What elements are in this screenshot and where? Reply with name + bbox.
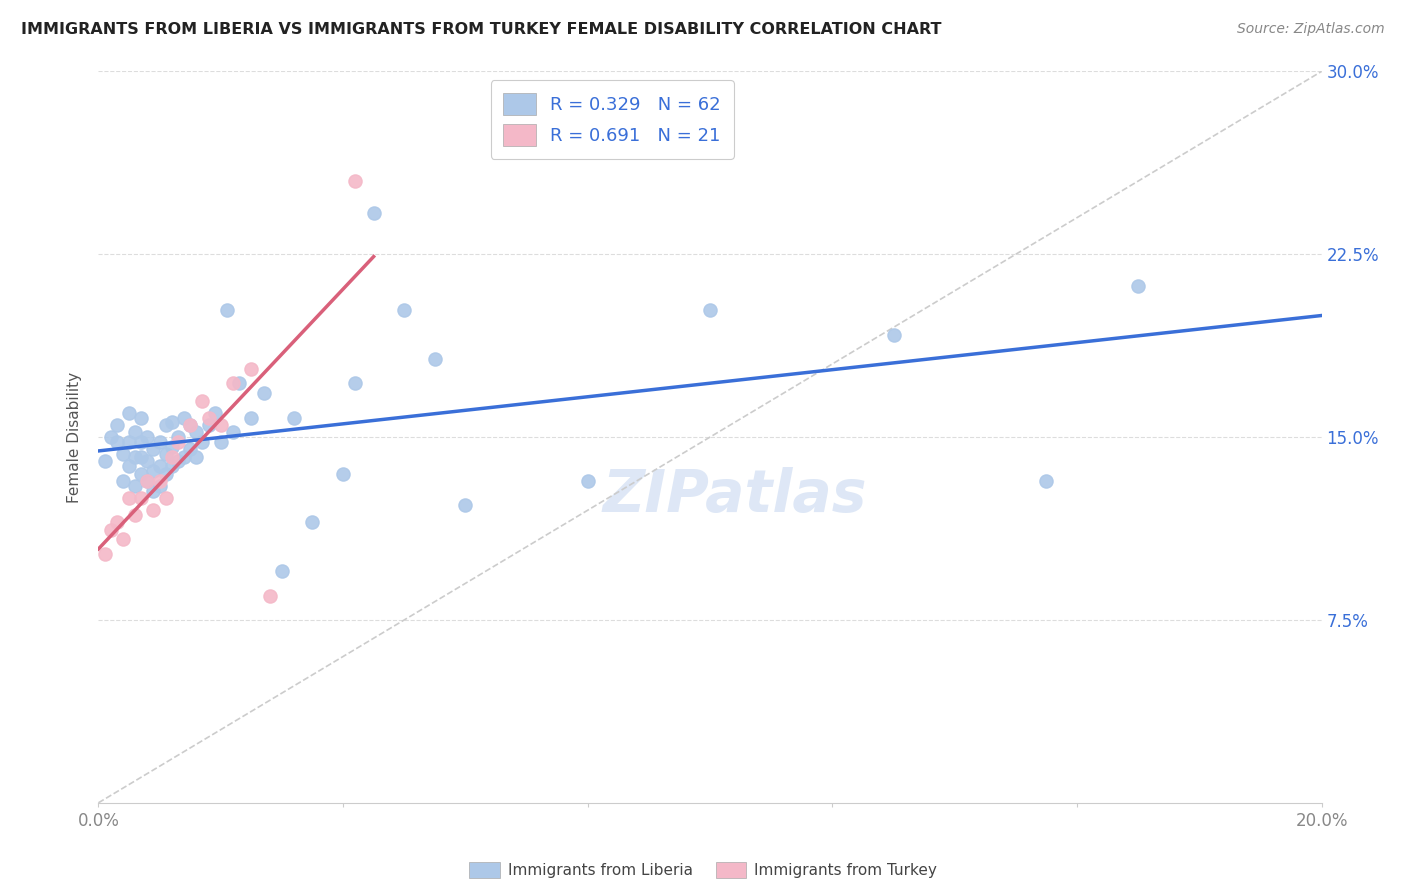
Point bbox=[129, 410, 152, 425]
Point bbox=[124, 479, 146, 493]
Point bbox=[105, 434, 128, 449]
Point bbox=[209, 417, 232, 432]
Point bbox=[179, 442, 201, 457]
Point bbox=[423, 352, 446, 367]
Point bbox=[167, 434, 190, 449]
Point bbox=[173, 410, 195, 425]
Y-axis label: Female Disability: Female Disability bbox=[67, 371, 83, 503]
Point bbox=[167, 430, 190, 444]
Point bbox=[111, 447, 134, 461]
Point bbox=[155, 491, 177, 505]
Legend: Immigrants from Liberia, Immigrants from Turkey: Immigrants from Liberia, Immigrants from… bbox=[464, 856, 942, 884]
Point bbox=[155, 417, 177, 432]
Point bbox=[252, 386, 274, 401]
Point bbox=[149, 474, 172, 488]
Point bbox=[173, 450, 195, 464]
Text: IMMIGRANTS FROM LIBERIA VS IMMIGRANTS FROM TURKEY FEMALE DISABILITY CORRELATION : IMMIGRANTS FROM LIBERIA VS IMMIGRANTS FR… bbox=[21, 22, 942, 37]
Point bbox=[301, 516, 323, 530]
Point bbox=[699, 303, 721, 318]
Point bbox=[111, 533, 134, 547]
Text: ZIPatlas: ZIPatlas bbox=[602, 467, 866, 524]
Point bbox=[136, 474, 159, 488]
Point bbox=[186, 425, 208, 440]
Point bbox=[332, 467, 354, 481]
Point bbox=[149, 479, 172, 493]
Point bbox=[197, 417, 219, 432]
Point bbox=[186, 450, 208, 464]
Point bbox=[111, 474, 134, 488]
Point bbox=[344, 376, 367, 391]
Point bbox=[155, 447, 177, 461]
Point bbox=[179, 417, 201, 432]
Point bbox=[136, 474, 159, 488]
Point bbox=[118, 491, 141, 505]
Point bbox=[118, 434, 141, 449]
Point bbox=[149, 434, 172, 449]
Point bbox=[118, 459, 141, 474]
Legend: R = 0.329   N = 62, R = 0.691   N = 21: R = 0.329 N = 62, R = 0.691 N = 21 bbox=[491, 80, 734, 159]
Point bbox=[105, 516, 128, 530]
Point bbox=[93, 454, 115, 468]
Point bbox=[100, 523, 122, 537]
Point bbox=[149, 459, 172, 474]
Point bbox=[129, 467, 152, 481]
Point bbox=[454, 499, 477, 513]
Point bbox=[142, 503, 165, 517]
Point bbox=[124, 450, 146, 464]
Point bbox=[204, 406, 226, 420]
Point bbox=[191, 393, 214, 408]
Point bbox=[155, 467, 177, 481]
Point bbox=[142, 483, 165, 498]
Point bbox=[344, 174, 367, 188]
Point bbox=[124, 508, 146, 522]
Point bbox=[118, 406, 141, 420]
Point bbox=[209, 434, 232, 449]
Point bbox=[179, 417, 201, 432]
Point bbox=[1035, 474, 1057, 488]
Point bbox=[93, 547, 115, 561]
Point bbox=[222, 376, 245, 391]
Point bbox=[160, 450, 183, 464]
Point bbox=[240, 410, 263, 425]
Point bbox=[124, 425, 146, 440]
Point bbox=[160, 459, 183, 474]
Point bbox=[129, 434, 152, 449]
Point bbox=[100, 430, 122, 444]
Text: Source: ZipAtlas.com: Source: ZipAtlas.com bbox=[1237, 22, 1385, 37]
Point bbox=[283, 410, 305, 425]
Point bbox=[191, 434, 214, 449]
Point bbox=[392, 303, 416, 318]
Point bbox=[1128, 279, 1150, 293]
Point bbox=[222, 425, 245, 440]
Point bbox=[259, 589, 281, 603]
Point bbox=[363, 206, 385, 220]
Point bbox=[270, 564, 292, 578]
Point bbox=[167, 454, 190, 468]
Point bbox=[228, 376, 250, 391]
Point bbox=[136, 454, 159, 468]
Point bbox=[136, 430, 159, 444]
Point bbox=[197, 410, 219, 425]
Point bbox=[105, 417, 128, 432]
Point bbox=[215, 303, 238, 318]
Point bbox=[576, 474, 599, 488]
Point bbox=[160, 440, 183, 454]
Point bbox=[129, 491, 152, 505]
Point bbox=[142, 464, 165, 478]
Point bbox=[142, 442, 165, 457]
Point bbox=[240, 361, 263, 376]
Point bbox=[160, 416, 183, 430]
Point bbox=[883, 327, 905, 342]
Point bbox=[129, 450, 152, 464]
